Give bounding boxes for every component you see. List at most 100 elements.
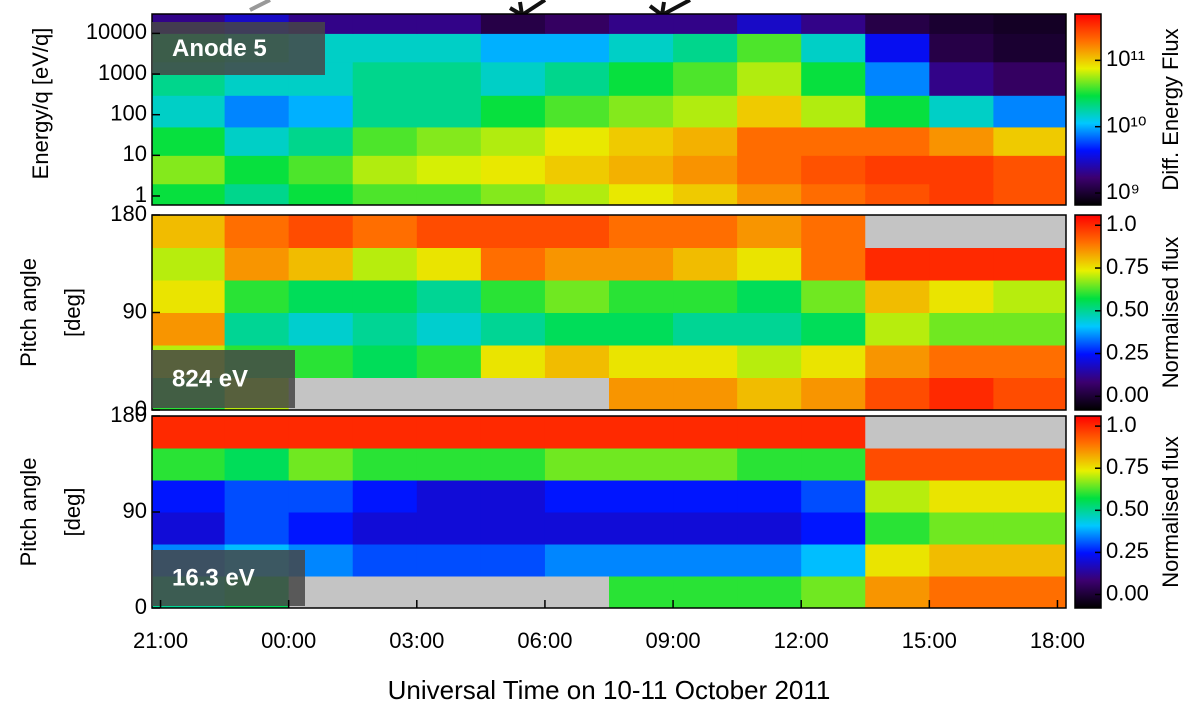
heatmap-cell <box>480 280 546 313</box>
heatmap-cell <box>609 155 674 185</box>
heatmap-cell <box>673 448 738 481</box>
heatmap-cell <box>224 480 290 513</box>
y-axis-label: Energy/q [eV/q] <box>28 28 53 180</box>
heatmap-cell <box>673 345 738 378</box>
heatmap-cell <box>865 416 930 449</box>
heatmap-cell <box>609 416 674 449</box>
y-tick-label: 90 <box>123 298 147 323</box>
heatmap-cell <box>480 14 546 34</box>
heatmap-cell <box>929 448 994 481</box>
heatmap-cell <box>416 155 482 185</box>
heatmap-cell <box>609 33 674 63</box>
heatmap-cell <box>416 215 482 248</box>
colorbar-tick-label: 0.75 <box>1106 254 1149 279</box>
heatmap-cell <box>352 416 418 449</box>
heatmap-cell <box>224 126 290 156</box>
x-tick-label: 06:00 <box>517 628 572 653</box>
heatmap-cell <box>416 183 482 206</box>
heatmap-cell <box>152 480 226 513</box>
heatmap-cell <box>737 345 802 378</box>
heatmap-cell <box>352 215 418 248</box>
heatmap-cell <box>416 544 482 577</box>
colorbar <box>1074 214 1102 411</box>
heatmap-cell <box>352 247 418 281</box>
heatmap-cell <box>288 416 354 449</box>
heatmap-cell <box>416 95 482 128</box>
heatmap-cell <box>865 576 930 609</box>
heatmap-cell <box>288 95 354 128</box>
plot-frame <box>151 13 1067 206</box>
heatmap-cell <box>224 512 290 545</box>
heatmap-cell <box>352 377 418 411</box>
heatmap-cell <box>480 544 546 577</box>
y-axis-label: [deg] <box>60 488 85 537</box>
heatmap-cell <box>609 61 674 96</box>
heatmap-cell <box>480 155 546 185</box>
panel-label: 16.3 eV <box>172 564 255 591</box>
heatmap-cell <box>544 126 610 156</box>
heatmap-cell <box>993 183 1067 206</box>
heatmap-cell <box>480 95 546 128</box>
heatmap-cell <box>929 544 994 577</box>
heatmap-cell <box>480 61 546 96</box>
heatmap-cell <box>609 448 674 481</box>
heatmap-cell <box>673 126 738 156</box>
colorbar-tick-label: 0.00 <box>1106 382 1149 407</box>
heatmap-cell <box>288 448 354 481</box>
y-axis-label: Pitch angle <box>16 458 41 567</box>
heatmap-cell <box>865 14 930 34</box>
heatmap-cell <box>865 61 930 96</box>
heatmap-cell <box>544 512 610 545</box>
heatmap-cell <box>929 416 994 449</box>
heatmap-cell <box>416 247 482 281</box>
heatmap-cell <box>801 312 866 346</box>
heatmap-cell <box>152 155 226 185</box>
heatmap-cell <box>288 155 354 185</box>
heatmap-cell <box>416 345 482 378</box>
heatmap-cell <box>152 312 226 346</box>
heatmap-cell <box>737 247 802 281</box>
heatmap-cell <box>544 155 610 185</box>
heatmap-cell <box>737 33 802 63</box>
heatmap-cell <box>673 544 738 577</box>
heatmap-cell <box>737 544 802 577</box>
heatmap-cell <box>544 377 610 411</box>
heatmap-cell <box>993 33 1067 63</box>
heatmap-cell <box>929 183 994 206</box>
heatmap-cell <box>993 544 1067 577</box>
heatmap-cell <box>544 448 610 481</box>
arrow <box>648 0 691 19</box>
heatmap-cell <box>288 480 354 513</box>
heatmap-cell <box>416 280 482 313</box>
x-tick-label: 15:00 <box>902 628 957 653</box>
heatmap-cell <box>288 183 354 206</box>
heatmap-cell <box>737 14 802 34</box>
heatmap-cell <box>288 126 354 156</box>
y-tick-label: 0 <box>135 396 147 421</box>
heatmap-cell <box>801 183 866 206</box>
heatmap-cell <box>224 448 290 481</box>
heatmap-cell <box>801 448 866 481</box>
heatmap-cell <box>737 312 802 346</box>
heatmap-cell <box>865 155 930 185</box>
heatmap-cell <box>929 576 994 609</box>
panel-label-box <box>152 22 325 75</box>
heatmap-cell <box>865 512 930 545</box>
heatmap-cell <box>480 345 546 378</box>
heatmap-cell <box>993 576 1067 609</box>
heatmap-cell <box>480 576 546 609</box>
y-tick-label: 180 <box>110 402 147 427</box>
colorbar-label: Diff. Energy Flux <box>1158 28 1183 190</box>
heatmap-cell <box>544 312 610 346</box>
colorbar-tick-label: 0.75 <box>1106 454 1149 479</box>
heatmap-cell <box>865 247 930 281</box>
heatmap-cell <box>480 377 546 411</box>
heatmap-cell <box>544 61 610 96</box>
heatmap-cell <box>609 512 674 545</box>
heatmap-cell <box>609 576 674 609</box>
heatmap-cell <box>352 14 418 34</box>
heatmap-cell <box>865 126 930 156</box>
colorbar-tick-label: 1.0 <box>1106 412 1137 437</box>
heatmap-cell <box>224 312 290 346</box>
colorbar-label: Normalised flux <box>1158 436 1183 588</box>
